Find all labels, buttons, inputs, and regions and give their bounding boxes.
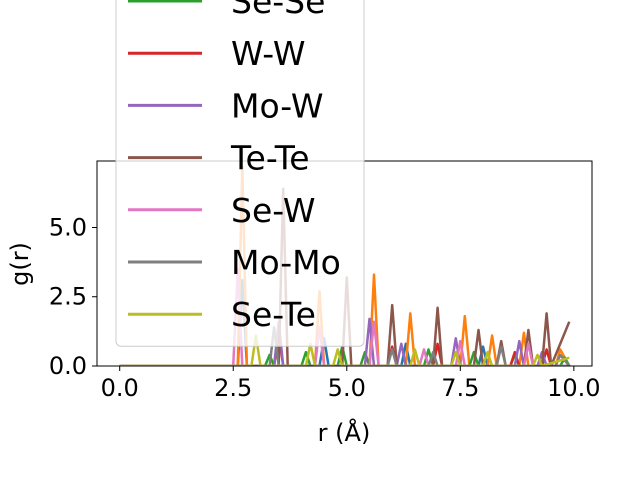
series-line-mo-se [119, 165, 571, 366]
legend-label: W-W [231, 34, 306, 73]
legend-frame [115, 0, 365, 347]
y-axis-label: g(r) [6, 242, 34, 286]
y-tick-label: 0.0 [49, 352, 87, 380]
x-tick-label: 2.5 [214, 374, 252, 402]
y-tick-label: 2.5 [49, 283, 87, 311]
ticks-layer: 0.0 2.5 5.0 7.5 10.0 0.0 2.5 5.0 [49, 213, 601, 402]
legend-label: Se-Te [231, 295, 316, 334]
y-tick-label: 5.0 [49, 213, 87, 241]
legend-label: Se-W [231, 191, 315, 230]
x-tick-label: 0.0 [101, 374, 139, 402]
x-axis-label: r (Å) [318, 418, 371, 447]
x-tick-label: 10.0 [547, 374, 600, 402]
legend-label: Se-Se [231, 0, 325, 21]
legend-label: Te-Te [230, 139, 310, 178]
legend-label: Mo-W [231, 86, 323, 125]
series-line-se-te [119, 334, 570, 366]
legend-label: Mo-Mo [231, 243, 341, 282]
legend: Se-Se W-W Mo-W Te-Te Se-W Mo-Mo Se-Te [115, 0, 365, 347]
x-tick-label: 7.5 [441, 374, 479, 402]
x-tick-label: 5.0 [328, 374, 366, 402]
